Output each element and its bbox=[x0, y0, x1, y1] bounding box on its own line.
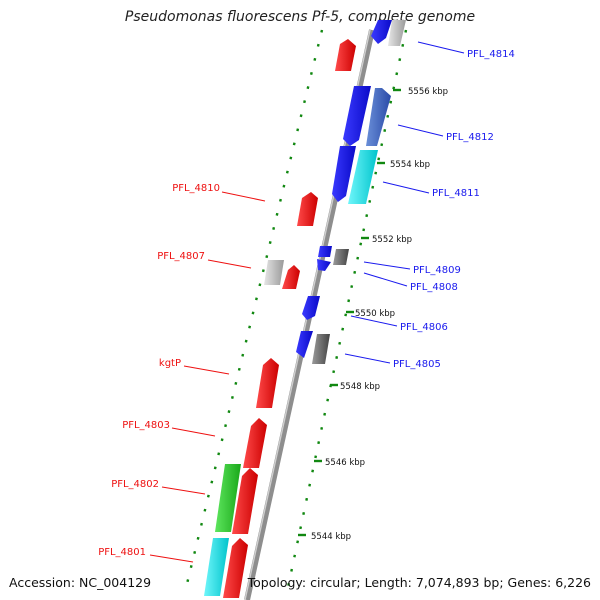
gene-label-pfl-4802[interactable]: PFL_4802 bbox=[111, 479, 159, 490]
gene-label-pfl-4810[interactable]: PFL_4810 bbox=[172, 183, 220, 194]
gene-arrow[interactable] bbox=[297, 192, 318, 226]
tick-label: 5546 kbp bbox=[325, 458, 365, 468]
gene-arrow[interactable] bbox=[296, 331, 313, 358]
gene-arrow[interactable] bbox=[371, 20, 392, 44]
tick-label: 5554 kbp bbox=[390, 160, 430, 170]
gene-arrow[interactable] bbox=[343, 86, 371, 146]
gene-labels-left: PFL_4810 PFL_4807 kgtP PFL_4803 PFL_4802… bbox=[98, 183, 220, 558]
gene-arrow[interactable] bbox=[232, 468, 258, 534]
inner-tick-track bbox=[285, 29, 408, 593]
gene-label-kgtp[interactable]: kgtP bbox=[159, 358, 181, 369]
gene-label-pfl-4805[interactable]: PFL_4805 bbox=[393, 359, 441, 370]
gene-label-pfl-4807[interactable]: PFL_4807 bbox=[157, 251, 205, 262]
gene-arrow[interactable] bbox=[312, 334, 330, 364]
gene-label-pfl-4809[interactable]: PFL_4809 bbox=[413, 265, 461, 276]
accession-text: Accession: NC_004129 bbox=[9, 575, 152, 590]
gene-label-pfl-4806[interactable]: PFL_4806 bbox=[400, 322, 448, 333]
tick-label: 5544 kbp bbox=[311, 532, 351, 542]
label-connectors-left bbox=[149, 191, 266, 563]
gene-label-pfl-4803[interactable]: PFL_4803 bbox=[122, 420, 170, 431]
outer-tick-track bbox=[183, 29, 324, 593]
tick-label: 5548 kbp bbox=[340, 382, 380, 392]
tick-labels: 5556 kbp 5554 kbp 5552 kbp 5550 kbp 5548… bbox=[311, 87, 448, 542]
gene-arrow[interactable] bbox=[215, 464, 241, 532]
genome-summary-text: Topology: circular; Length: 7,074,893 bp… bbox=[247, 575, 591, 590]
gene-arrow[interactable] bbox=[366, 88, 391, 146]
gene-label-pfl-4808[interactable]: PFL_4808 bbox=[410, 282, 458, 293]
gene-arrow[interactable] bbox=[256, 358, 279, 408]
gene-arrow[interactable] bbox=[264, 260, 284, 285]
gene-arrow[interactable] bbox=[223, 538, 248, 598]
gene-labels-right: PFL_4814 PFL_4812 PFL_4811 PFL_4809 PFL_… bbox=[393, 49, 515, 370]
gene-arrow[interactable] bbox=[332, 146, 356, 202]
gene-arrow[interactable] bbox=[302, 296, 320, 320]
gene-arrow[interactable] bbox=[317, 259, 331, 271]
tick-label: 5552 kbp bbox=[372, 235, 412, 245]
gene-label-pfl-4811[interactable]: PFL_4811 bbox=[432, 188, 480, 199]
gene-arrow[interactable] bbox=[243, 418, 267, 468]
gene-arrow[interactable] bbox=[204, 538, 229, 596]
gene-arrow[interactable] bbox=[318, 246, 332, 257]
gene-label-pfl-4814[interactable]: PFL_4814 bbox=[467, 49, 515, 60]
gene-arrow[interactable] bbox=[388, 20, 406, 46]
gene-arrow[interactable] bbox=[282, 265, 300, 289]
gene-label-pfl-4801[interactable]: PFL_4801 bbox=[98, 547, 146, 558]
label-connectors-right bbox=[344, 41, 465, 364]
tick-label: 5550 kbp bbox=[355, 309, 395, 319]
major-tick-marks bbox=[298, 88, 401, 537]
gene-arrow[interactable] bbox=[333, 249, 349, 265]
gene-arrow[interactable] bbox=[335, 39, 356, 71]
gene-label-pfl-4812[interactable]: PFL_4812 bbox=[446, 132, 494, 143]
tick-label: 5556 kbp bbox=[408, 87, 448, 97]
gene-arrow[interactable] bbox=[348, 150, 378, 204]
